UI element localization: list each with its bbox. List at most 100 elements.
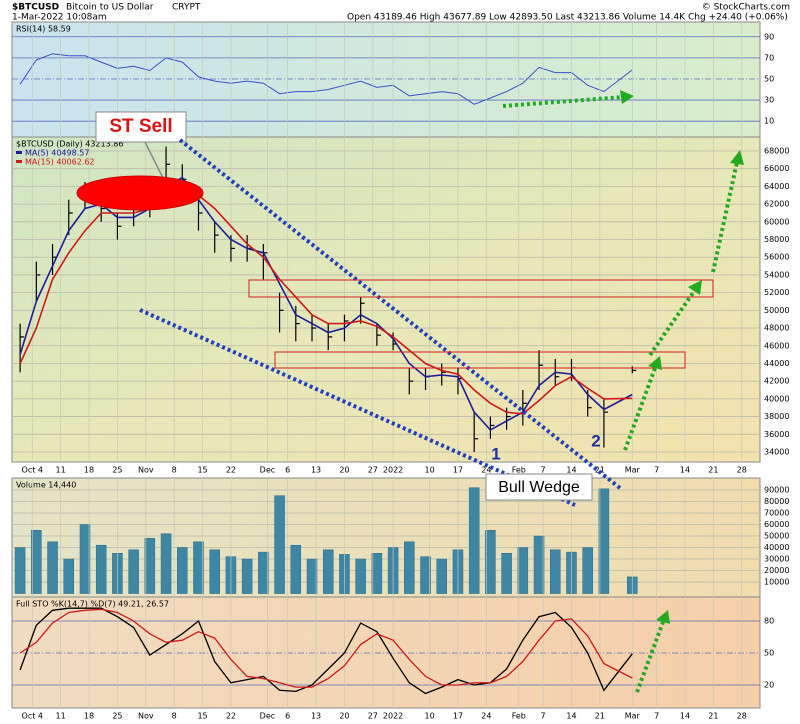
x-tick-label: 15 [197, 712, 207, 721]
x-tick-label: 17 [453, 466, 463, 475]
volume-bar [322, 549, 334, 594]
arrow-head [730, 150, 744, 165]
x-tick-label: 6 [285, 712, 290, 721]
x-tick-label: 28 [737, 712, 747, 721]
plot-area: 90 70 50 30 10 RSI(14) 58.59 34000 36000 38000 40… [12, 22, 789, 721]
x-tick-label: 8 [172, 466, 177, 475]
x-tick-label: 20 [339, 466, 349, 475]
y-tick-label: 80 [764, 616, 774, 625]
y-tick-label: 70000 [764, 508, 789, 517]
volume-bar [241, 558, 253, 594]
arrow [635, 621, 665, 693]
x-tick-label: 14 [566, 712, 576, 721]
x-tick-label: 8 [172, 712, 177, 721]
sell-ellipse [76, 175, 204, 211]
arrow-head [648, 356, 662, 370]
resistance-box [248, 279, 714, 298]
exchange: CRYPT [172, 3, 201, 13]
arrow-head [620, 90, 634, 104]
symbol-name: Bitcoin to US Dollar [66, 3, 154, 13]
annotations: ST Sell 1 2 Bull Wedge [76, 90, 744, 693]
x-tick-label: 18 [84, 712, 94, 721]
green-arrows [502, 90, 744, 693]
volume-panel [11, 477, 761, 598]
volume-bar [290, 544, 302, 594]
x-tick-label: Nov [138, 712, 154, 721]
y-tick-label: 20000 [764, 566, 789, 575]
arrow [711, 161, 739, 273]
y-tick-label: 50000 [764, 532, 789, 541]
x-tick-label: 7 [541, 712, 546, 721]
volume-bar [31, 529, 42, 594]
y-tick-label: 58000 [764, 235, 789, 244]
y-tick-label: 50000 [764, 306, 789, 315]
x-tick-label: Feb [512, 712, 526, 721]
y-tick-label: 60000 [764, 217, 789, 226]
y-tick-label: 90000 [764, 485, 789, 494]
volume-bar [485, 529, 496, 594]
credit: © StockCharts.com [702, 3, 790, 13]
x-tick-label: 15 [197, 466, 207, 475]
x-tick-label: 25 [112, 712, 122, 721]
x-tick-label: 14 [566, 466, 576, 475]
wave-2: 2 [591, 431, 600, 450]
x-tick-label: Feb [512, 466, 526, 475]
y-tick-label: 64000 [764, 182, 789, 191]
volume-bar [533, 535, 545, 594]
support-box [274, 351, 686, 369]
stochastic-panel [11, 596, 761, 709]
y-tick-label: 40000 [764, 543, 789, 552]
series-line [19, 608, 633, 688]
y-tick-label: 54000 [764, 270, 789, 279]
panel-title: Full STO %K(14,7) %D(7) 49.21, 26.57 [16, 600, 169, 609]
y-tick-label: 46000 [764, 341, 789, 350]
x-tick-label: 21 [708, 466, 718, 475]
volume-bar [128, 549, 139, 594]
x-tick-label: Dec [260, 712, 275, 721]
y-tick-label: 70 [764, 53, 774, 62]
series-line [19, 607, 633, 695]
volume-bar [550, 549, 561, 594]
volume-bar [258, 551, 269, 594]
moving-average [19, 189, 633, 415]
x-tick-label: 7 [654, 466, 659, 475]
volume-bar [436, 558, 447, 594]
volume-bar [160, 533, 172, 594]
panel-title: RSI(14) 58.59 [16, 25, 71, 34]
x-tick-label: 27 [368, 466, 378, 475]
wedge-label: Bull Wedge [498, 479, 580, 496]
legend-label: MA(15) 40062.62 [25, 158, 95, 167]
x-tick-label: 10 [424, 712, 434, 721]
y-tick-label: 40000 [764, 394, 789, 403]
volume-bar [274, 495, 285, 594]
x-tick-label: Mar [625, 712, 641, 721]
sell-label: ST Sell [109, 116, 172, 137]
x-tick-label: 13 [311, 712, 321, 721]
x-tick-label: 22 [226, 712, 236, 721]
legend-swatch [16, 151, 22, 154]
y-tick-label: 30 [764, 96, 774, 105]
x-tick-label: Nov [138, 466, 154, 475]
volume-bar [306, 558, 318, 594]
y-tick-label: 50 [764, 648, 774, 657]
arrow [623, 367, 657, 451]
wedge-lower [139, 308, 576, 507]
volume-bar [371, 553, 383, 594]
quote: Open 43189.46 High 43677.89 Low 42893.50… [347, 13, 788, 23]
volume-bar [468, 487, 480, 594]
y-tick-label: 38000 [764, 412, 789, 421]
legend-label: MA(5) 40498.57 [25, 149, 89, 158]
volume-bar [582, 547, 593, 594]
y-tick-label: 80000 [764, 497, 789, 506]
sell-box [95, 111, 187, 143]
x-tick-label: 21 [708, 712, 718, 721]
x-tick-label: 22 [226, 466, 236, 475]
x-tick-label: 21 [595, 712, 605, 721]
x-tick-label: 25 [112, 466, 122, 475]
x-tick-label: 13 [311, 466, 321, 475]
x-tick-label: 6 [285, 466, 290, 475]
volume-bar [95, 544, 107, 594]
x-tick-label: 14 [680, 712, 690, 721]
y-tick-label: 36000 [764, 430, 789, 439]
